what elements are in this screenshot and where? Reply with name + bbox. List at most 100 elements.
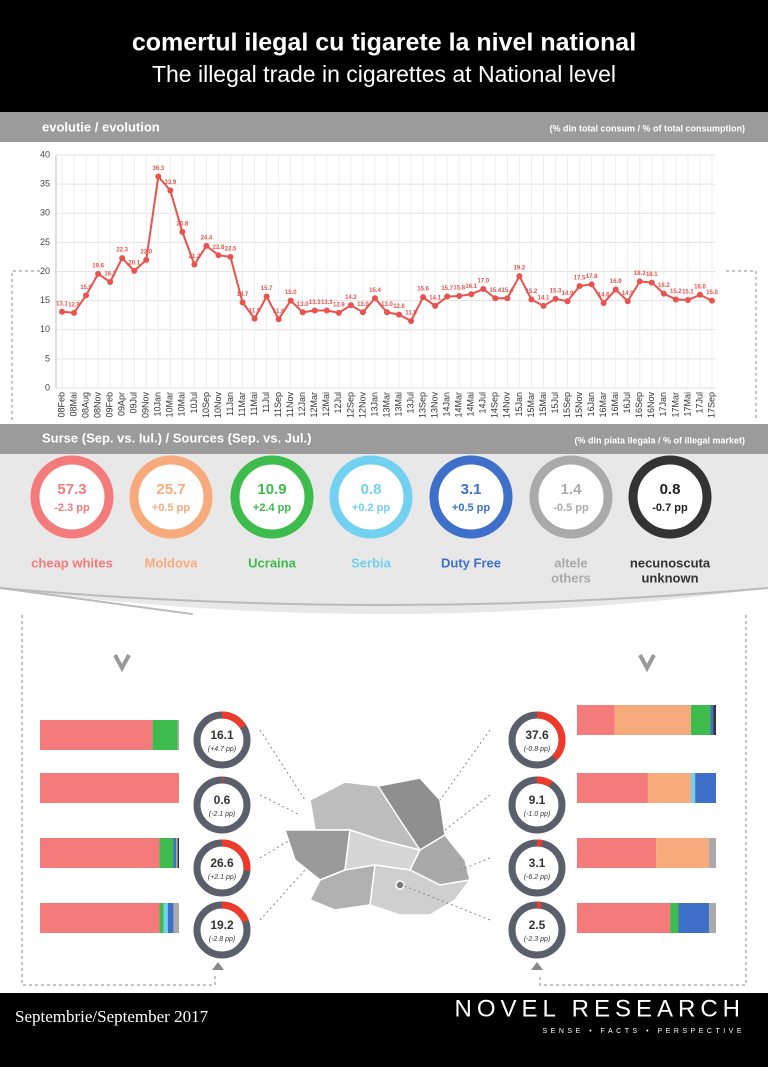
x-tick-label: 13Jul <box>405 392 415 414</box>
data-label: 18.3 <box>634 271 646 277</box>
x-tick-label: 15Jan <box>514 392 524 417</box>
point <box>179 228 186 235</box>
bar-segment <box>577 838 657 868</box>
data-label: 18.1 <box>646 272 658 278</box>
source-ring <box>529 455 613 539</box>
point <box>143 256 150 263</box>
x-tick-label: 10Jan <box>153 392 163 417</box>
source-name: others <box>551 570 591 585</box>
source-ring <box>329 455 413 539</box>
x-tick-label: 11Mai <box>249 392 259 416</box>
dashed-frame <box>11 270 757 420</box>
x-tick-label: 16Jan <box>586 392 596 417</box>
point <box>227 253 234 260</box>
bar-segment <box>159 838 174 868</box>
source-name: Serbia <box>351 555 392 570</box>
bar-segment <box>159 903 164 933</box>
source-value: 3.1 <box>461 481 482 498</box>
x-tick-label: 12Sep <box>345 392 355 418</box>
bar-segment <box>647 773 691 803</box>
donut-value: 16.1 <box>210 728 234 742</box>
x-tick-label: 15Mar <box>526 392 536 418</box>
point <box>540 302 547 309</box>
x-tick-label: 17Mai <box>682 392 692 417</box>
point <box>684 297 691 304</box>
x-tick-label: 11Mar <box>237 392 247 417</box>
y-tick-label: 30 <box>40 208 50 218</box>
point <box>59 308 65 315</box>
x-tick-label: 17Jan <box>658 392 668 417</box>
bar-segment <box>695 773 716 803</box>
donut-arc <box>193 901 251 959</box>
source-ring <box>129 455 213 539</box>
x-tick-label: 16Nov <box>646 392 656 419</box>
source-name: unknown <box>641 570 698 585</box>
x-tick-label: 13Mar <box>381 392 391 418</box>
bar-segment <box>40 773 179 803</box>
point <box>492 295 499 302</box>
bar-segment <box>713 705 716 735</box>
donut-value: 26.6 <box>210 856 234 870</box>
map <box>283 777 472 916</box>
point <box>107 278 114 285</box>
data-label: 19.6 <box>92 263 104 269</box>
x-tick-label: 11Jan <box>225 392 235 416</box>
point <box>660 290 667 297</box>
point <box>95 270 102 277</box>
source-value: 10.9 <box>257 481 286 498</box>
point <box>299 309 306 316</box>
x-tick-label: 14Sep <box>490 392 500 418</box>
data-label: 15.4 <box>369 288 381 294</box>
section-title: evolutie / evolution <box>42 119 160 134</box>
x-tick-label: 14Jan <box>442 392 452 417</box>
point <box>396 311 403 318</box>
donut-value: 2.5 <box>529 918 546 932</box>
x-tick-label: 12Jan <box>297 392 307 417</box>
x-tick-label: 16Jul <box>622 392 632 414</box>
source-name: necunoscuta <box>630 555 711 570</box>
bar-segment <box>577 705 615 735</box>
section-note: (% din total consum / % of total consump… <box>550 123 746 133</box>
data-label: 15.2 <box>670 289 682 295</box>
data-label: 16.9 <box>610 279 622 285</box>
data-label: 17.0 <box>477 279 489 285</box>
bar-segment <box>167 903 174 933</box>
x-tick-label: 17Sep <box>706 392 716 418</box>
donut-arc <box>508 839 566 897</box>
donut-change: (-6.2 pp) <box>524 874 550 881</box>
bar-segment <box>40 903 160 933</box>
source-value: 1.4 <box>561 481 583 498</box>
source-change: +0.2 pp <box>352 502 390 514</box>
point <box>83 292 90 299</box>
x-tick-label: 10Nov <box>213 392 223 419</box>
x-tick-label: 10Mar <box>165 392 175 418</box>
data-label: 11.9 <box>249 308 261 314</box>
data-label: 24.4 <box>201 235 213 241</box>
y-tick-label: 25 <box>40 237 50 247</box>
point <box>323 307 330 314</box>
x-tick-label: 14Mar <box>454 392 464 418</box>
point <box>408 318 415 325</box>
x-tick-label: 17Jul <box>694 392 704 414</box>
x-tick-label: 13Mai <box>393 392 403 417</box>
data-label: 13.3 <box>321 300 333 306</box>
data-label: 19.2 <box>514 266 526 272</box>
x-tick-label: 15Mai <box>538 392 548 417</box>
bar-segment <box>40 720 153 750</box>
data-label: 16.1 <box>465 284 477 290</box>
data-label: 15.3 <box>550 288 562 294</box>
source-value: 0.8 <box>660 481 681 498</box>
donut-value: 19.2 <box>210 918 234 932</box>
data-label: 17.5 <box>574 276 586 282</box>
source-name: Duty Free <box>441 555 501 570</box>
point <box>480 285 487 292</box>
data-label: 15.7 <box>441 286 453 292</box>
donut-value: 9.1 <box>529 793 546 807</box>
source-ring <box>628 455 712 539</box>
data-label: 11.8 <box>273 309 285 315</box>
point <box>275 316 282 323</box>
donut-arc <box>193 776 251 834</box>
point <box>215 252 222 259</box>
data-label: 22.0 <box>140 249 152 255</box>
x-tick-label: 09Jul <box>129 392 139 414</box>
